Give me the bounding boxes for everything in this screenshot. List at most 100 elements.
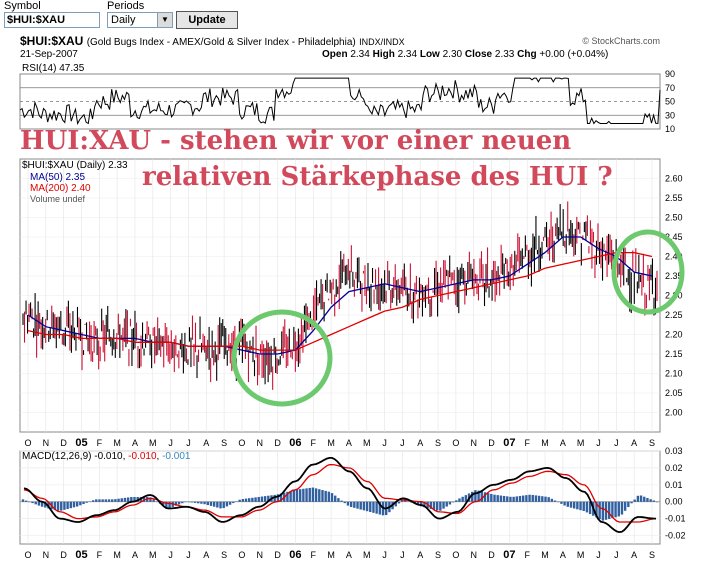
symbol-input[interactable] (4, 12, 100, 28)
macd-histogram-bar (566, 501, 569, 507)
macd-histogram-bar (318, 489, 321, 502)
price-x-tick-label: A (203, 438, 209, 448)
price-x-tick-label: A (417, 438, 423, 448)
macd-histogram-bar (298, 489, 302, 502)
macd-histogram-bar (251, 497, 254, 502)
price-y-tick-label: 2.40 (665, 252, 683, 262)
macd-histogram-bar (636, 495, 640, 502)
macd-legend: MACD(12,26,9) -0.010, -0.010, -0.001 (22, 451, 191, 462)
macd-histogram-bar (95, 499, 98, 502)
ma50-line (27, 236, 653, 355)
price-y-tick-label: 2.00 (665, 408, 683, 418)
period-select[interactable]: Daily ▼ (107, 12, 173, 28)
macd-histogram-bar (254, 497, 257, 502)
macd-legend-value: -0.010 (94, 451, 123, 462)
macd-x-tick-label: O (452, 550, 459, 560)
macd-x-tick-label: F (311, 550, 317, 560)
macd-x-tick-label: 07 (503, 549, 515, 561)
price-x-tick-label: M (363, 438, 371, 448)
macd-histogram-bar (627, 501, 630, 508)
macd-histogram-bar (273, 494, 276, 502)
macd-histogram-bar (222, 501, 225, 509)
macd-y-tick-label: 0.00 (665, 497, 683, 507)
macd-histogram-bar (286, 491, 289, 502)
macd-histogram-bar (365, 501, 369, 512)
macd-histogram-bar (149, 497, 152, 502)
macd-histogram-bar (569, 501, 573, 508)
macd-histogram-bar (235, 501, 238, 502)
macd-histogram-bar (445, 501, 448, 507)
macd-histogram-bar (585, 501, 589, 513)
macd-histogram-bar (486, 493, 490, 502)
macd-histogram-bar (292, 490, 296, 502)
price-x-tick-label: J (400, 438, 405, 448)
macd-x-tick-label: J (382, 550, 387, 560)
macd-histogram-bar (181, 501, 184, 504)
macd-histogram-bar (174, 501, 178, 506)
open-label: Open (322, 49, 348, 60)
macd-y-tick-label: -0.01 (665, 514, 686, 524)
macd-histogram-bar (88, 501, 92, 503)
macd-line (23, 457, 657, 534)
update-button[interactable]: Update (176, 11, 238, 29)
ma200-legend: MA(200) 2.40 (30, 183, 91, 194)
macd-histogram-bar (190, 501, 194, 503)
macd-histogram-bar (359, 501, 362, 510)
macd-histogram-bar (184, 501, 187, 503)
price-x-tick-label: A (132, 438, 138, 448)
macd-histogram-bar (324, 490, 327, 502)
symbol-label: Symbol (4, 0, 41, 12)
price-x-tick-label: M (327, 438, 335, 448)
macd-histogram-bar (161, 501, 165, 506)
macd-histogram-bar (104, 499, 108, 502)
copyright: © StockCharts.com (582, 36, 660, 46)
chart-date: 21-Sep-2007 (20, 49, 78, 60)
price-x-tick-label: D (488, 438, 495, 448)
macd-histogram-bar (263, 496, 267, 502)
macd-histogram-bar (117, 498, 120, 502)
macd-histogram-bar (343, 501, 346, 504)
price-x-tick-label: S (649, 438, 655, 448)
periods-label: Periods (107, 0, 145, 12)
macd-histogram-bar (601, 501, 605, 521)
macd-histogram-bar (321, 490, 324, 502)
rsi-y-tick-label: 90 (665, 69, 675, 79)
price-legend: $HUI:$XAU (Daily) 2.33 (22, 160, 128, 171)
price-x-tick-label: 06 (289, 437, 301, 449)
overlay-line2: relativen Stärkephase des HUI ? (142, 162, 613, 192)
macd-x-tick-label: A (346, 550, 352, 560)
macd-histogram-bar (200, 501, 203, 504)
macd-histogram-bar (340, 500, 343, 502)
macd-histogram-bar (330, 493, 334, 502)
macd-histogram-bar (337, 498, 340, 502)
macd-histogram-bar (442, 501, 445, 509)
macd-histogram-bar (142, 496, 146, 502)
macd-histogram-bar (79, 501, 82, 506)
macd-histogram-bar (91, 500, 95, 502)
macd-histogram-bar (334, 495, 337, 502)
macd-histogram-bar (356, 501, 359, 509)
macd-histogram-bar (378, 501, 382, 515)
macd-histogram-bar (212, 501, 216, 507)
macd-histogram-bar (362, 501, 366, 511)
chevron-down-icon[interactable]: ▼ (157, 13, 172, 27)
rsi-line (19, 77, 661, 126)
rsi-y-tick-label: 70 (665, 83, 675, 93)
macd-histogram-bar (241, 499, 245, 502)
macd-histogram-bar (238, 499, 241, 502)
macd-histogram-bar (28, 501, 31, 503)
price-x-tick-label: J (596, 438, 601, 448)
macd-y-tick-label: 0.03 (665, 446, 683, 456)
macd-histogram-bar (423, 501, 426, 508)
macd-x-tick-label: J (596, 550, 601, 560)
macd-histogram-bar (60, 501, 63, 511)
macd-histogram-bar (314, 488, 318, 502)
macd-histogram-bar (53, 501, 57, 511)
macd-histogram-bar (633, 499, 636, 502)
macd-x-tick-label: N (257, 550, 264, 560)
chg-value: +0.00 (+0.04%) (539, 49, 609, 60)
macd-histogram-bar (244, 498, 248, 502)
macd-legend-signal: -0.010 (128, 451, 157, 462)
macd-histogram-bar (232, 501, 235, 504)
macd-histogram-bar (435, 501, 439, 511)
